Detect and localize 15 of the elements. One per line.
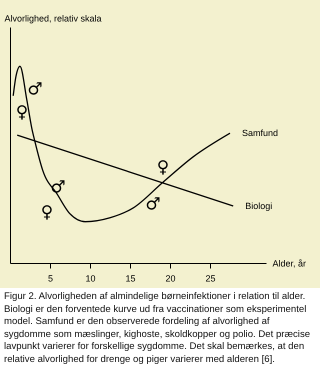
- annotation: ♂: [27, 80, 43, 100]
- annotation: ♀: [16, 102, 28, 122]
- series-label: Biologi: [245, 200, 272, 211]
- annotation: ♂: [145, 194, 161, 214]
- annotation: ♀: [40, 202, 54, 222]
- x-axis-title: Alder, år: [272, 258, 306, 268]
- x-tick-label: 10: [85, 274, 96, 284]
- x-tick-label: 5: [48, 274, 54, 284]
- series-label: Samfund: [242, 128, 278, 138]
- y-axis-title: Alvorlighed, relativ skala: [4, 14, 102, 24]
- text: Figur 2. Alvorligheden af almindelige børneinfektioner i relation til alder. Biologi er den forventede kurve ud fra vaccinationer som eksperimentel model. Samfund er den observerede fordeling af alvorlighed af sygdomme som mæslinger, kighoste, skoldkopper og polio. Det præcise lavpunkt varierer for forskellige sygdomme. Det skal bemærkes, at den relative alvorlighed for drenge og piger varierer med alderen [6].: [3, 290, 312, 367]
- x-tick-label: 20: [165, 274, 176, 284]
- x-tick-label: 15: [125, 274, 136, 284]
- annotation: ♀: [156, 158, 170, 178]
- x-tick-label: 25: [205, 274, 216, 284]
